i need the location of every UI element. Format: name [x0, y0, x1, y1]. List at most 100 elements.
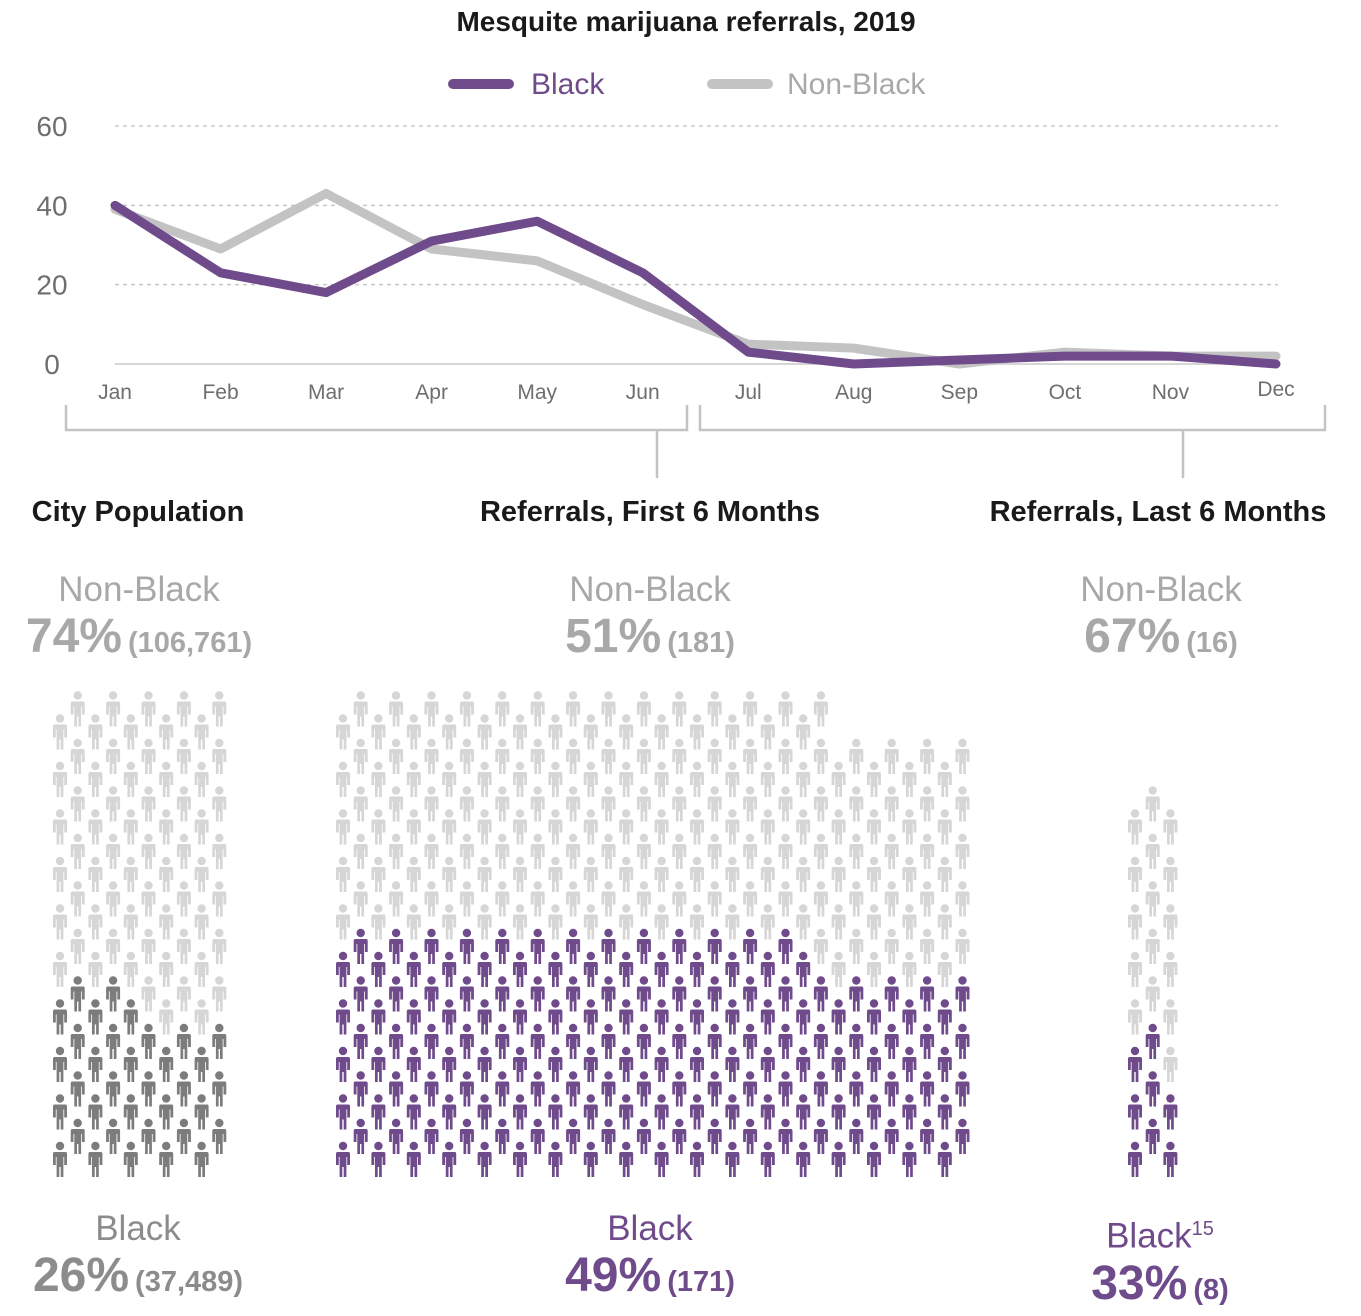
person-icon-nonblack	[813, 833, 828, 869]
person-icon-black	[937, 1141, 952, 1177]
person-icon-nonblack	[176, 786, 191, 822]
person-icon-nonblack	[849, 786, 864, 822]
person-icon-black	[88, 1046, 103, 1082]
person-icon-black	[530, 928, 545, 964]
person-icon-nonblack	[849, 928, 864, 964]
person-icon-black	[690, 951, 704, 987]
person-icon-nonblack	[743, 691, 758, 727]
person-icon-black	[849, 1118, 864, 1154]
person-icon-nonblack	[566, 738, 581, 774]
person-icon-black	[636, 976, 651, 1012]
person-icon-nonblack	[636, 786, 651, 822]
person-icon-black	[867, 1046, 881, 1082]
person-icon-black	[442, 951, 457, 987]
person-icon-nonblack	[53, 809, 67, 845]
person-icon-nonblack	[955, 928, 970, 964]
person-icon-black	[707, 976, 722, 1012]
person-icon-black	[495, 1118, 510, 1154]
person-icon-nonblack	[654, 714, 669, 750]
first-black-count: (171)	[667, 1266, 735, 1298]
person-icon-nonblack	[442, 904, 457, 940]
city-nonblack-label: Non-Black 74% (106,761)	[26, 570, 252, 669]
person-icon-nonblack	[831, 904, 846, 940]
person-icon-black	[778, 1071, 793, 1107]
y-axis: 0 20 40 60	[36, 111, 67, 380]
person-icon-black	[513, 999, 527, 1035]
person-icon-black	[159, 1141, 174, 1177]
person-icon-nonblack	[760, 856, 775, 892]
person-icon-nonblack	[353, 833, 368, 869]
person-icon-nonblack	[371, 809, 386, 845]
person-icon-black	[849, 1071, 864, 1107]
person-icon-nonblack	[849, 833, 864, 869]
person-icon-nonblack	[937, 856, 952, 892]
person-icon-nonblack	[813, 738, 828, 774]
person-icon-black	[583, 1094, 598, 1130]
person-icon-black	[530, 1071, 545, 1107]
person-icon-black	[619, 1141, 634, 1177]
person-icon-nonblack	[743, 786, 758, 822]
person-icon-black	[548, 1141, 563, 1177]
person-icon-nonblack	[106, 738, 121, 774]
person-icon-black	[831, 1094, 846, 1130]
person-icon-black	[725, 1141, 740, 1177]
person-icon-nonblack	[636, 833, 651, 869]
person-icon-nonblack	[601, 691, 616, 727]
person-icon-nonblack	[123, 761, 138, 797]
panel-title-last-half: Referrals, Last 6 Months	[989, 496, 1327, 528]
person-icon-black	[459, 928, 474, 964]
person-icon-black	[459, 1071, 474, 1107]
person-icon-nonblack	[70, 881, 85, 917]
person-icon-black	[141, 1023, 156, 1059]
person-icon-nonblack	[371, 856, 386, 892]
person-icon-black	[654, 1094, 669, 1130]
person-icon-black	[760, 1046, 775, 1082]
person-icon-black	[176, 1071, 191, 1107]
person-icon-black	[707, 1071, 722, 1107]
person-icon-black	[813, 1118, 828, 1154]
person-icon-black	[707, 928, 722, 964]
person-icon-nonblack	[1163, 999, 1178, 1035]
person-icon-black	[513, 1046, 527, 1082]
person-icon-black	[513, 1141, 527, 1177]
person-icon-nonblack	[937, 809, 952, 845]
person-icon-nonblack	[813, 691, 828, 727]
person-icon-black	[725, 999, 740, 1035]
person-icon-black	[88, 1094, 103, 1130]
person-icon-nonblack	[778, 833, 793, 869]
person-icon-nonblack	[1145, 881, 1160, 917]
person-icon-nonblack	[1145, 928, 1160, 964]
person-icon-nonblack	[583, 809, 598, 845]
x-tick-label: Mar	[308, 381, 344, 404]
first-nonblack-stat: 51% (181)	[565, 610, 735, 669]
person-icon-nonblack	[778, 738, 793, 774]
first-half-bracket	[64, 405, 689, 478]
person-icon-black	[336, 951, 350, 987]
person-icon-nonblack	[583, 904, 598, 940]
person-icon-nonblack	[654, 809, 669, 845]
person-icon-nonblack	[725, 856, 740, 892]
person-icon-black	[459, 1118, 474, 1154]
person-icon-black	[902, 1141, 917, 1177]
person-icon-nonblack	[601, 833, 616, 869]
person-icon-nonblack	[212, 833, 227, 869]
person-icon-black	[212, 1023, 227, 1059]
person-icon-nonblack	[601, 881, 616, 917]
person-icon-nonblack	[442, 714, 457, 750]
person-icon-nonblack	[813, 881, 828, 917]
person-icon-black	[1163, 1094, 1178, 1130]
y-tick-label: 60	[36, 111, 67, 142]
person-icon-nonblack	[530, 881, 545, 917]
person-icon-nonblack	[389, 833, 404, 869]
last-nonblack-label: Non-Black 67% (16)	[1080, 570, 1241, 669]
person-icon-nonblack	[53, 761, 67, 797]
person-icon-black	[442, 1046, 457, 1082]
person-icon-nonblack	[53, 904, 67, 940]
person-icon-nonblack	[159, 999, 174, 1035]
person-icon-black	[495, 928, 510, 964]
person-icon-nonblack	[53, 856, 67, 892]
person-icon-black	[406, 1046, 421, 1082]
person-icon-nonblack	[459, 786, 474, 822]
person-icon-nonblack	[442, 856, 457, 892]
person-icon-black	[884, 1071, 899, 1107]
